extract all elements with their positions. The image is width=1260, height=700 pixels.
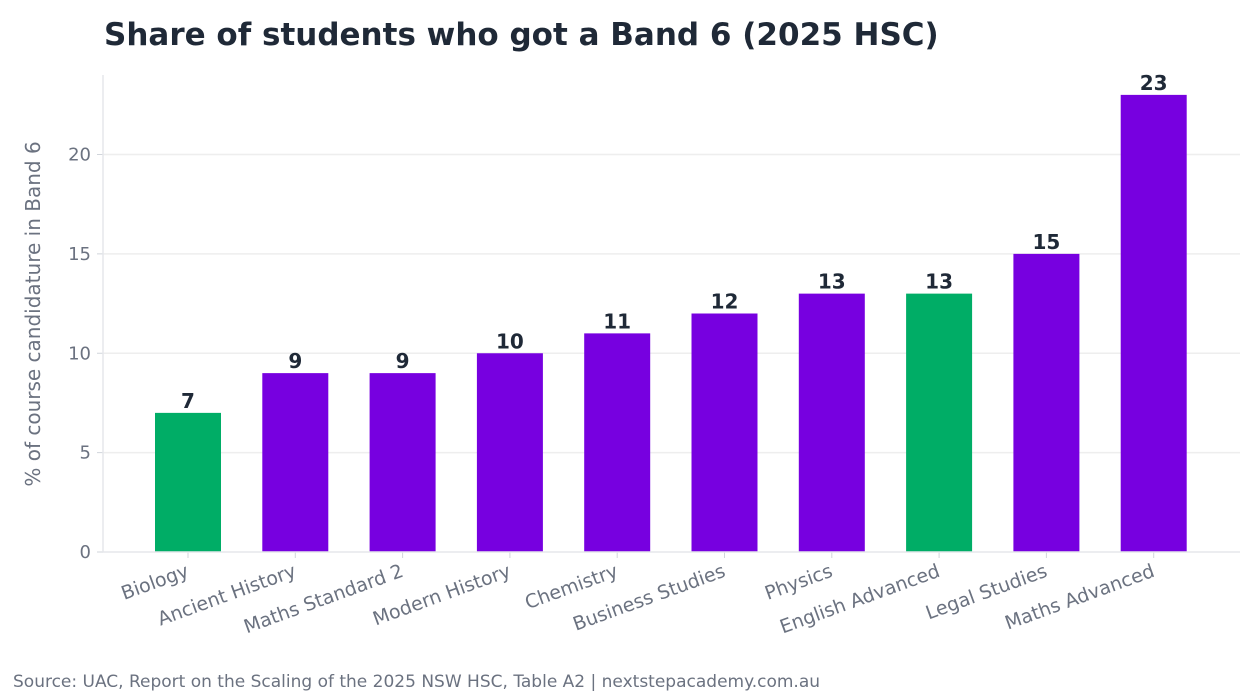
bar-value-label: 13	[818, 270, 846, 294]
y-tick-label: 20	[68, 145, 91, 166]
bar-value-label: 9	[288, 349, 302, 373]
bar-value-label: 12	[711, 290, 739, 314]
y-tick-label: 10	[68, 343, 91, 364]
x-tick-label: Physics	[762, 560, 836, 605]
y-tick-label: 0	[80, 542, 91, 563]
bar-value-label: 9	[396, 349, 410, 373]
bar	[906, 293, 973, 552]
bar	[476, 353, 543, 552]
bar-chart: Share of students who got a Band 6 (2025…	[21, 17, 1240, 638]
bar-value-label: 7	[181, 389, 195, 413]
y-tick-label: 5	[80, 443, 91, 464]
bar-value-label: 10	[496, 329, 524, 353]
bar	[369, 373, 436, 552]
y-tick-label: 15	[68, 244, 91, 265]
source-note: Source: UAC, Report on the Scaling of th…	[13, 672, 821, 692]
bar	[1120, 94, 1187, 552]
y-axis-label: % of course candidature in Band 6	[21, 141, 45, 486]
bar	[584, 333, 651, 552]
bar-value-label: 23	[1140, 71, 1168, 95]
bar-value-label: 13	[925, 270, 953, 294]
bar-value-label: 11	[603, 309, 631, 333]
bar	[262, 373, 329, 552]
x-tick-label: Biology	[118, 560, 191, 605]
bar	[1013, 253, 1080, 552]
bar	[798, 293, 865, 552]
bar	[691, 313, 758, 552]
bar	[155, 412, 221, 552]
bar-value-label: 15	[1032, 230, 1060, 254]
chart-title: Share of students who got a Band 6 (2025…	[104, 17, 939, 53]
